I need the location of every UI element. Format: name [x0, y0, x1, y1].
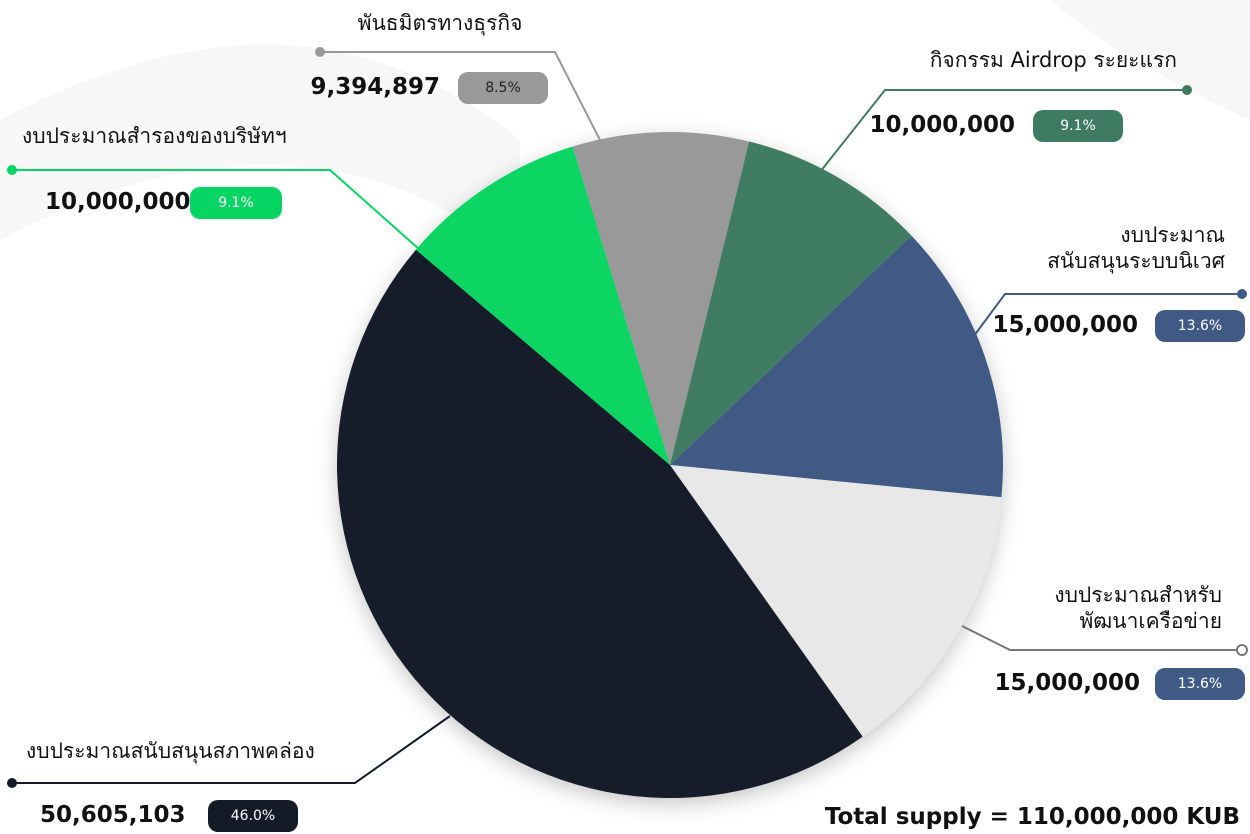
pie-slice	[415, 146, 670, 465]
leader-dot	[1182, 85, 1192, 95]
slice-amount: 15,000,000	[992, 312, 1138, 338]
leader-line	[819, 89, 1187, 173]
slice-label: กิจกรรม Airdrop ระยะแรก	[929, 48, 1177, 72]
background-shape	[1050, 0, 1250, 120]
slice-label: งบประมาณสนับสนุนสภาพคล่อง	[26, 739, 315, 763]
pie-slice	[670, 235, 1003, 498]
leader-line	[961, 293, 1242, 353]
leader-line	[12, 169, 421, 251]
percent-badge: 46.0%	[208, 800, 298, 832]
background-shape	[0, 44, 520, 261]
leader-line	[12, 715, 451, 784]
leader-dot	[1236, 644, 1248, 656]
percent-badge: 13.6%	[1155, 310, 1245, 342]
leader-dot	[1237, 289, 1247, 299]
leaders	[7, 47, 1248, 788]
pie-slice	[670, 141, 912, 465]
leader-line	[961, 625, 1236, 651]
leader-dot	[7, 778, 17, 788]
leader-dot	[315, 47, 325, 57]
percent-badge: 8.5%	[458, 72, 548, 104]
slice-amount: 50,605,103	[40, 802, 186, 828]
slice-label: งบประมาณสำรองของบริษัทฯ	[22, 124, 287, 148]
leader-dot	[7, 165, 17, 175]
percent-badge: 9.1%	[1033, 110, 1123, 142]
total-supply: Total supply = 110,000,000 KUB	[824, 804, 1240, 830]
slice-amount: 9,394,897	[310, 74, 441, 100]
leader-line	[320, 51, 601, 141]
pie-slice	[670, 465, 1002, 737]
pie-slice	[336, 249, 863, 799]
pie-slice	[572, 132, 750, 466]
slice-amount: 10,000,000	[869, 112, 1015, 138]
slice-amount: 15,000,000	[994, 670, 1140, 696]
slice-amount: 10,000,000	[45, 189, 191, 215]
pie	[336, 132, 1003, 799]
slice-label: พันธมิตรทางธุรกิจ	[357, 11, 523, 35]
slice-label: งบประมาณ สนับสนุนระบบนิเวศ	[1047, 223, 1225, 273]
slice-label: งบประมาณสำหรับ พัฒนาเครือข่าย	[1054, 583, 1222, 633]
percent-badge: 13.6%	[1155, 668, 1245, 700]
percent-badge: 9.1%	[190, 187, 282, 219]
